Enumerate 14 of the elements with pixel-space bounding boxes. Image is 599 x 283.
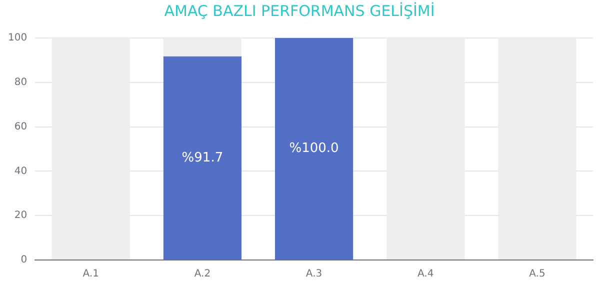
x-tick-label: A.3 <box>306 268 322 280</box>
data-label: %91.7 <box>182 150 224 166</box>
y-tick-label: 100 <box>8 32 28 44</box>
y-tick-label: 60 <box>14 121 28 132</box>
x-tick-label: A.4 <box>418 268 434 280</box>
y-tick-label: 0 <box>20 254 28 266</box>
x-tick-label: A.2 <box>194 268 211 280</box>
y-tick-label: 40 <box>14 166 28 177</box>
y-tick-label: 20 <box>14 210 28 222</box>
y-tick-label: 80 <box>14 76 28 88</box>
x-tick-label: A.5 <box>529 268 546 280</box>
x-tick-label: A.1 <box>82 268 99 280</box>
data-label: %100.0 <box>289 141 339 156</box>
chart-title: AMAÇ BAZLI PERFORMANS GELİŞİMİ <box>163 2 436 20</box>
